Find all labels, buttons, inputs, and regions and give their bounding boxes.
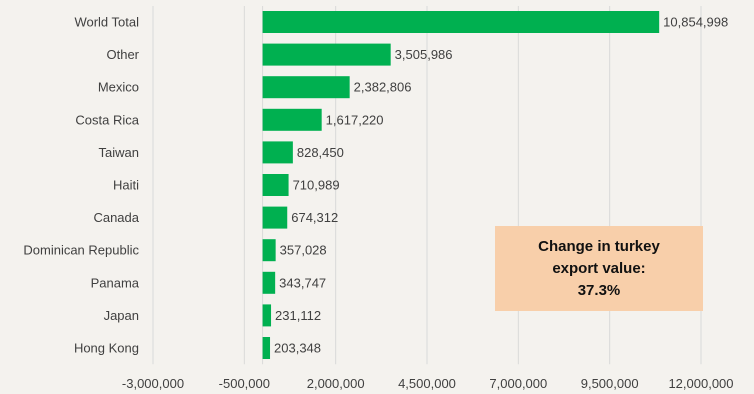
category-label: Canada — [93, 210, 139, 225]
x-tick-label: 9,500,000 — [581, 376, 639, 391]
bar — [262, 337, 271, 359]
value-label: 1,617,220 — [326, 112, 384, 127]
bar — [262, 206, 288, 229]
annotation-box: Change in turkey export value: 37.3% — [495, 226, 703, 311]
value-label: 203,348 — [274, 341, 321, 356]
value-label: 710,989 — [293, 178, 340, 193]
x-tick-label: -500,000 — [219, 376, 270, 391]
category-label: Dominican Republic — [23, 243, 139, 258]
bar — [262, 304, 272, 327]
category-label: World Total — [74, 15, 139, 30]
x-tick-label: -3,000,000 — [122, 376, 184, 391]
x-tick-label: 4,500,000 — [398, 376, 456, 391]
bar — [262, 141, 293, 164]
bar — [262, 239, 276, 262]
value-label: 231,112 — [275, 308, 321, 323]
bar — [262, 174, 289, 196]
category-labels: World Total Other Mexico Costa Rica Taiwan Ha… — [23, 15, 139, 356]
bar — [262, 271, 276, 294]
bar — [262, 43, 391, 66]
value-label: 828,450 — [297, 145, 344, 160]
x-tick-label: 7,000,000 — [489, 376, 547, 391]
value-label: 357,028 — [280, 243, 327, 258]
value-label: 10,854,998 — [663, 15, 728, 30]
category-label: Mexico — [98, 80, 139, 95]
x-axis-tick-labels: -3,000,000 -500,000 2,000,000 4,500,000 7,00… — [122, 376, 734, 391]
category-label: Haiti — [113, 178, 139, 193]
bar — [262, 76, 350, 99]
category-label: Other — [106, 47, 139, 62]
category-label: Hong Kong — [74, 341, 139, 356]
annotation-line-2: export value: — [552, 259, 646, 277]
value-label: 3,505,986 — [395, 47, 453, 62]
category-label: Costa Rica — [75, 112, 139, 127]
bar — [262, 11, 660, 33]
gridlines — [152, 6, 702, 365]
x-tick-label: 12,000,000 — [668, 376, 733, 391]
annotation-line-3: 37.3% — [577, 281, 621, 299]
x-tick-label: 2,000,000 — [307, 376, 365, 391]
value-label: 343,747 — [279, 275, 326, 290]
value-label: 2,382,806 — [354, 80, 412, 95]
bar — [262, 108, 322, 131]
value-label: 674,312 — [291, 210, 338, 225]
category-label: Panama — [91, 275, 140, 290]
bars — [262, 11, 660, 359]
category-label: Taiwan — [99, 145, 139, 160]
category-label: Japan — [104, 308, 139, 323]
annotation-line-1: Change in turkey — [538, 237, 660, 255]
value-labels: 10,854,998 3,505,986 2,382,806 1,617,220 828… — [274, 15, 728, 356]
